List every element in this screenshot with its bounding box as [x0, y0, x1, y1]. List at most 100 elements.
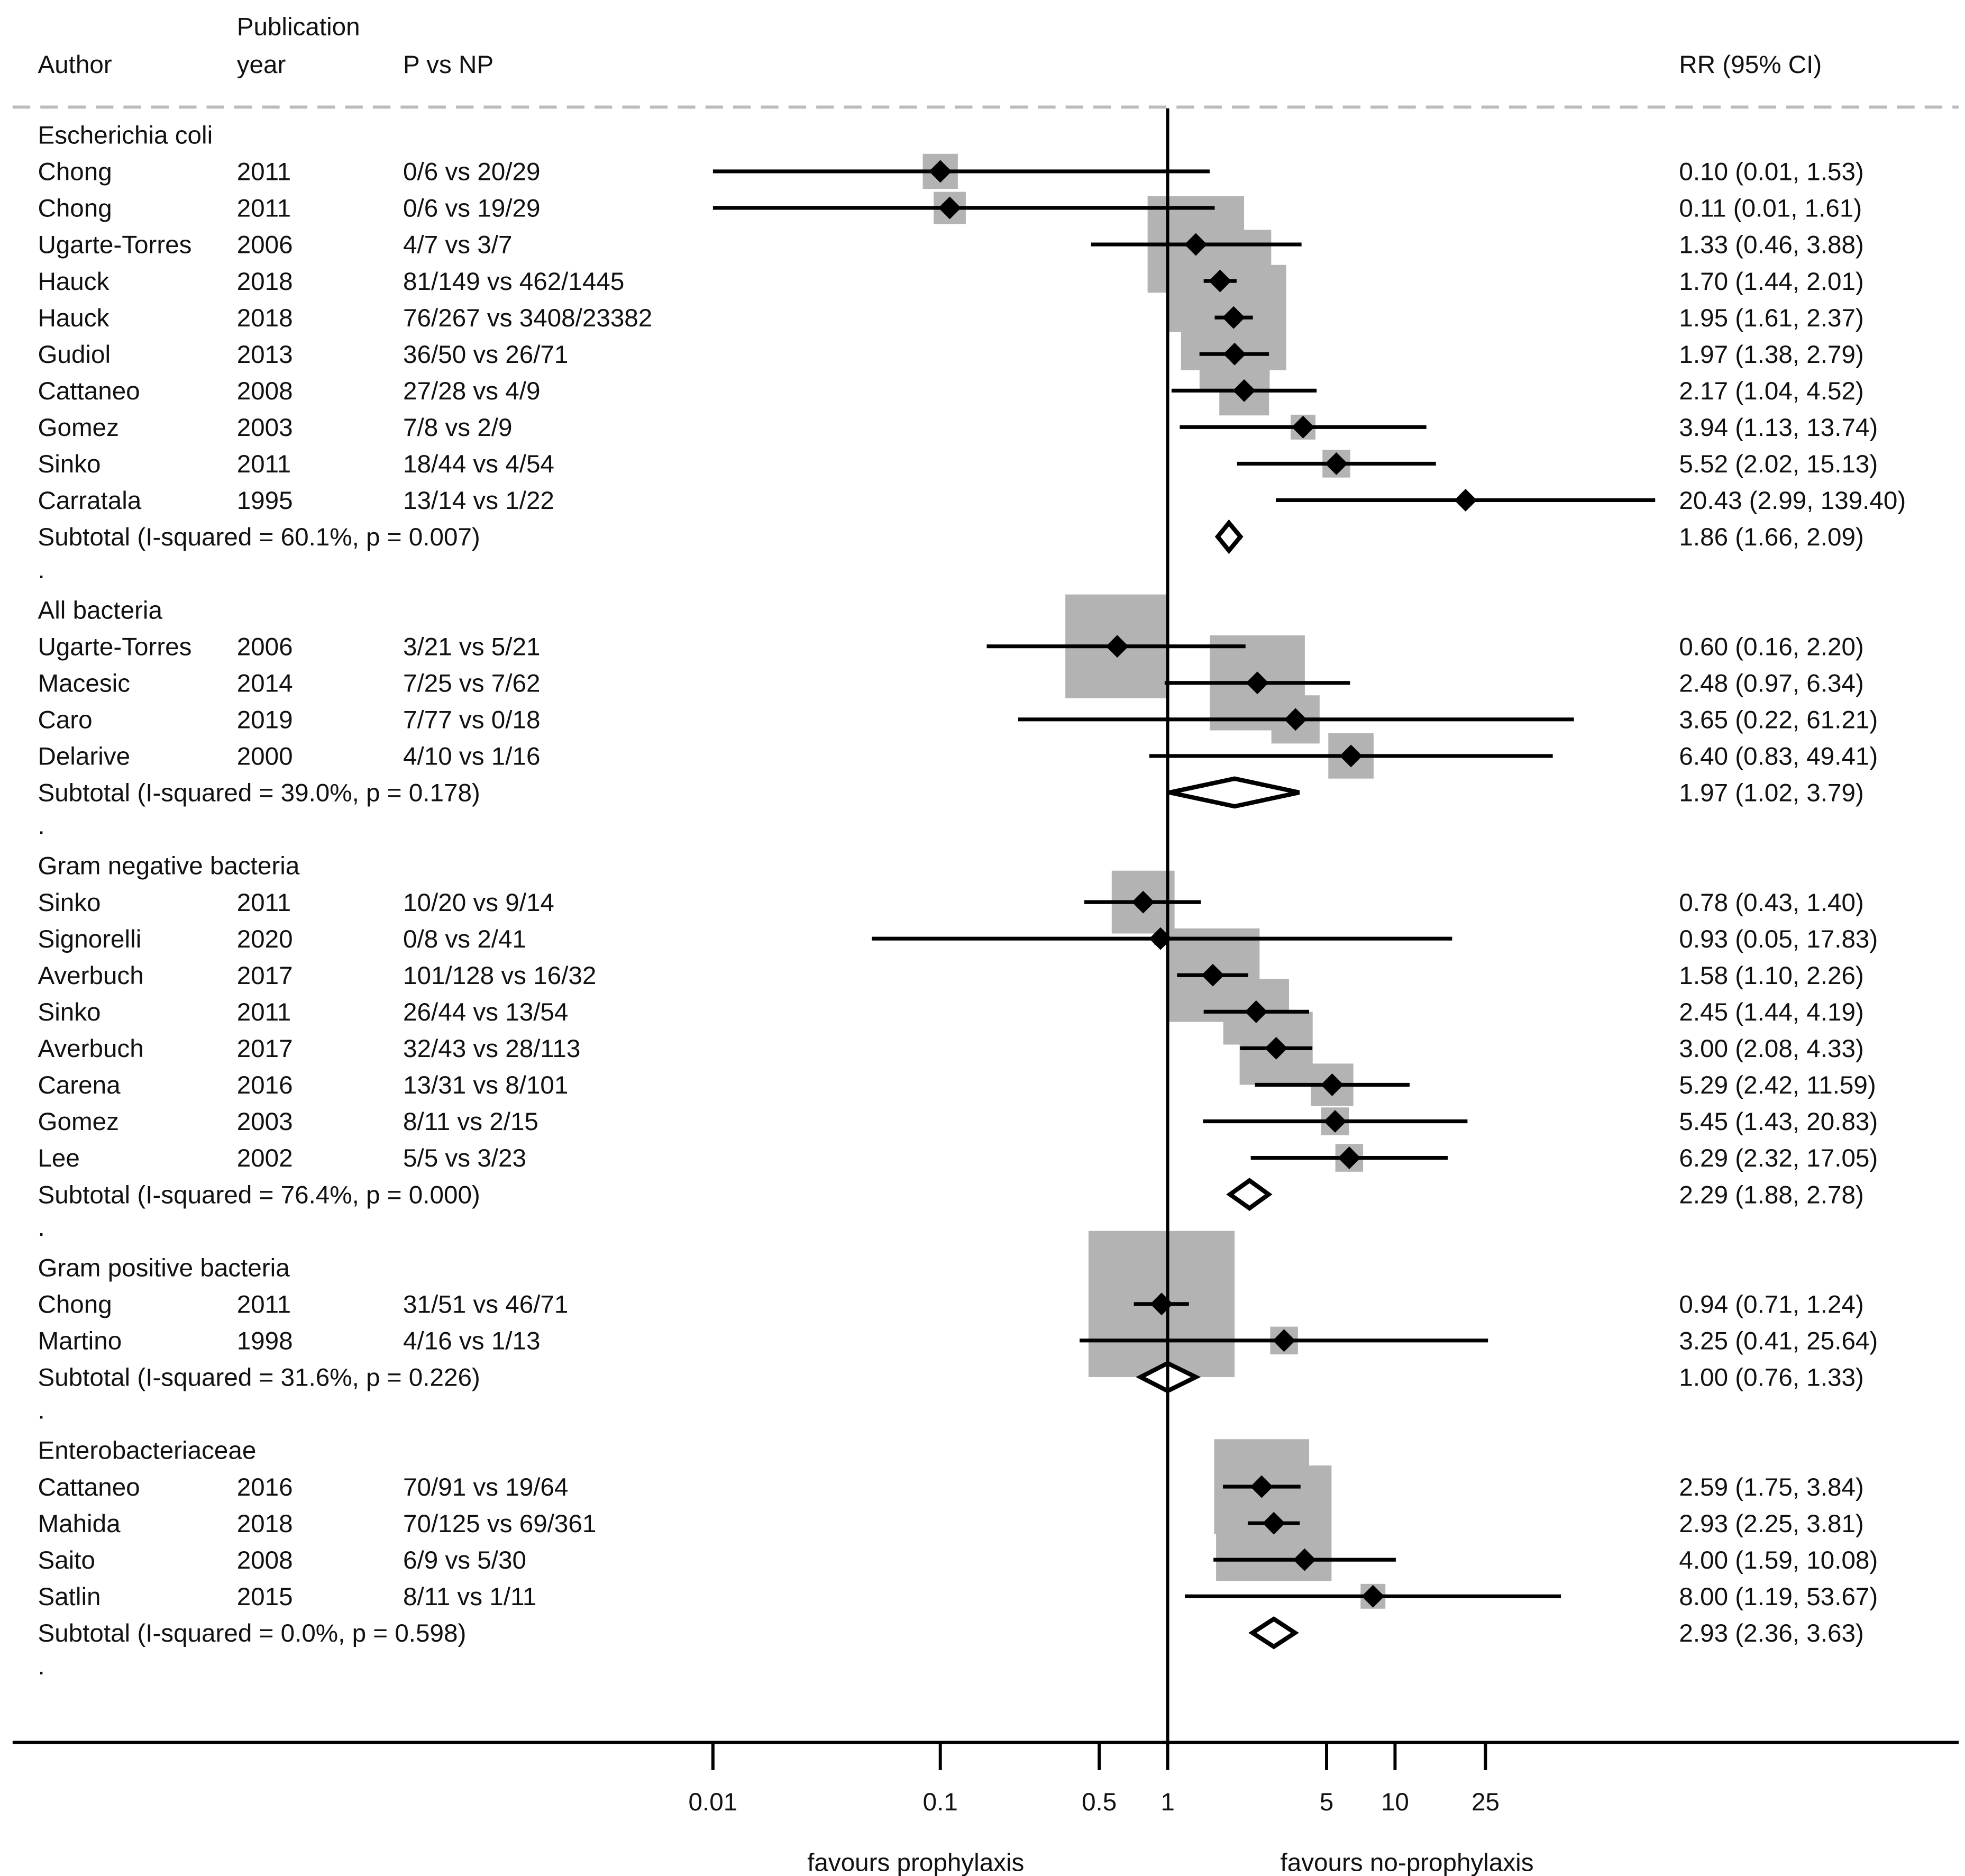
point-estimate — [1149, 927, 1172, 950]
study-pvnp: 31/51 vs 46/71 — [403, 1290, 568, 1318]
study-pvnp: 27/28 vs 4/9 — [403, 377, 540, 405]
study-author: Satlin — [38, 1583, 100, 1611]
point-estimate — [1454, 489, 1477, 512]
subtotal-label: Subtotal (I-squared = 39.0%, p = 0.178) — [38, 779, 480, 807]
point-estimate — [1265, 1036, 1288, 1060]
subtotal-diamond — [1248, 1616, 1299, 1650]
study-rr: 6.29 (2.32, 17.05) — [1679, 1144, 1878, 1172]
study-rr: 20.43 (2.99, 139.40) — [1679, 487, 1906, 515]
study-rr: 0.10 (0.01, 1.53) — [1679, 158, 1863, 186]
study-rr: 2.48 (0.97, 6.34) — [1679, 669, 1863, 697]
study-author: Cattaneo — [38, 377, 140, 405]
point-estimate — [1105, 635, 1129, 658]
study-pvnp: 7/77 vs 0/18 — [403, 706, 540, 734]
study-year: 2018 — [237, 268, 293, 296]
point-estimate — [1361, 1584, 1385, 1608]
study-year: 2017 — [237, 962, 293, 990]
study-author: Saito — [38, 1546, 95, 1574]
subtotal-rr: 1.86 (1.66, 2.09) — [1679, 523, 1863, 551]
study-pvnp: 32/43 vs 28/113 — [403, 1035, 580, 1063]
study-pvnp: 6/9 vs 5/30 — [403, 1546, 526, 1574]
spacer-dot: . — [38, 556, 44, 584]
study-pvnp: 101/128 vs 16/32 — [403, 962, 596, 990]
subtotal-rr: 1.00 (0.76, 1.33) — [1679, 1364, 1863, 1392]
study-pvnp: 8/11 vs 2/15 — [403, 1108, 538, 1136]
study-rr: 4.00 (1.59, 10.08) — [1679, 1546, 1878, 1574]
study-year: 2019 — [237, 706, 293, 734]
study-author: Hauck — [38, 268, 109, 296]
study-pvnp: 13/31 vs 8/101 — [403, 1071, 568, 1099]
subtotal-label: Subtotal (I-squared = 0.0%, p = 0.598) — [38, 1619, 466, 1647]
study-pvnp: 4/10 vs 1/16 — [403, 743, 540, 771]
point-estimate — [1201, 963, 1224, 987]
x-tick-label: 0.5 — [1082, 1788, 1117, 1816]
study-rr: 3.00 (2.08, 4.33) — [1679, 1035, 1863, 1063]
study-author: Sinko — [38, 450, 100, 478]
study-author: Martino — [38, 1327, 122, 1355]
point-estimate — [1325, 452, 1348, 475]
study-rr: 8.00 (1.19, 53.67) — [1679, 1583, 1878, 1611]
spacer-dot: . — [38, 1214, 44, 1242]
study-rr: 3.65 (0.22, 61.21) — [1679, 706, 1878, 734]
study-year: 2011 — [237, 889, 291, 917]
study-pvnp: 4/16 vs 1/13 — [403, 1327, 540, 1355]
study-author: Cattaneo — [38, 1473, 140, 1501]
study-pvnp: 70/91 vs 19/64 — [403, 1473, 568, 1501]
subtotal-diamond — [1169, 776, 1300, 809]
header-pub-year-1: Publication — [237, 13, 360, 41]
study-year: 2011 — [237, 1290, 291, 1318]
group-heading: All bacteria — [38, 596, 162, 624]
study-year: 2017 — [237, 1035, 293, 1063]
study-year: 2003 — [237, 1108, 293, 1136]
study-year: 2015 — [237, 1583, 293, 1611]
favours-right-label: favours no-prophylaxis — [1281, 1848, 1534, 1876]
study-pvnp: 18/44 vs 4/54 — [403, 450, 554, 478]
study-year: 2006 — [237, 633, 293, 661]
study-author: Ugarte-Torres — [38, 633, 191, 661]
header-pub-year-2: year — [237, 51, 286, 79]
study-pvnp: 3/21 vs 5/21 — [403, 633, 540, 661]
subtotal-label: Subtotal (I-squared = 76.4%, p = 0.000) — [38, 1181, 480, 1209]
study-author: Sinko — [38, 998, 100, 1026]
point-estimate — [1273, 1329, 1296, 1352]
study-year: 2003 — [237, 414, 293, 442]
study-year: 2011 — [237, 158, 291, 186]
study-rr: 5.52 (2.02, 15.13) — [1679, 450, 1878, 478]
study-rr: 2.17 (1.04, 4.52) — [1679, 377, 1863, 405]
study-pvnp: 76/267 vs 3408/23382 — [403, 304, 652, 332]
study-author: Ugarte-Torres — [38, 231, 191, 259]
study-pvnp: 7/8 vs 2/9 — [403, 414, 512, 442]
study-rr: 1.58 (1.10, 2.26) — [1679, 962, 1863, 990]
study-rr: 3.25 (0.41, 25.64) — [1679, 1327, 1878, 1355]
study-pvnp: 5/5 vs 3/23 — [403, 1144, 526, 1172]
point-estimate — [929, 160, 952, 183]
study-year: 2000 — [237, 743, 293, 771]
study-year: 2011 — [237, 998, 291, 1026]
study-author: Carena — [38, 1071, 121, 1099]
x-tick-label: 10 — [1381, 1788, 1409, 1816]
subtotal-diamond — [1226, 1178, 1273, 1211]
study-author: Gudiol — [38, 341, 111, 369]
study-pvnp: 8/11 vs 1/11 — [403, 1583, 536, 1611]
study-rr: 2.59 (1.75, 3.84) — [1679, 1473, 1863, 1501]
study-pvnp: 70/125 vs 69/361 — [403, 1510, 596, 1538]
study-author: Averbuch — [38, 962, 143, 990]
study-year: 2018 — [237, 1510, 293, 1538]
study-year: 2018 — [237, 304, 293, 332]
study-year: 1998 — [237, 1327, 293, 1355]
study-pvnp: 4/7 vs 3/7 — [403, 231, 512, 259]
study-year: 2013 — [237, 341, 293, 369]
study-author: Carratala — [38, 487, 141, 515]
study-author: Mahida — [38, 1510, 121, 1538]
subtotal-rr: 2.93 (2.36, 3.63) — [1679, 1619, 1863, 1647]
study-pvnp: 0/8 vs 2/41 — [403, 925, 526, 953]
study-year: 2002 — [237, 1144, 293, 1172]
weight-boxes — [922, 153, 1472, 1609]
study-author: Chong — [38, 158, 112, 186]
study-author: Chong — [38, 195, 112, 223]
group-heading: Gram negative bacteria — [38, 852, 299, 880]
point-estimate — [938, 196, 961, 220]
study-pvnp: 13/14 vs 1/22 — [403, 487, 554, 515]
study-rr: 1.95 (1.61, 2.37) — [1679, 304, 1863, 332]
